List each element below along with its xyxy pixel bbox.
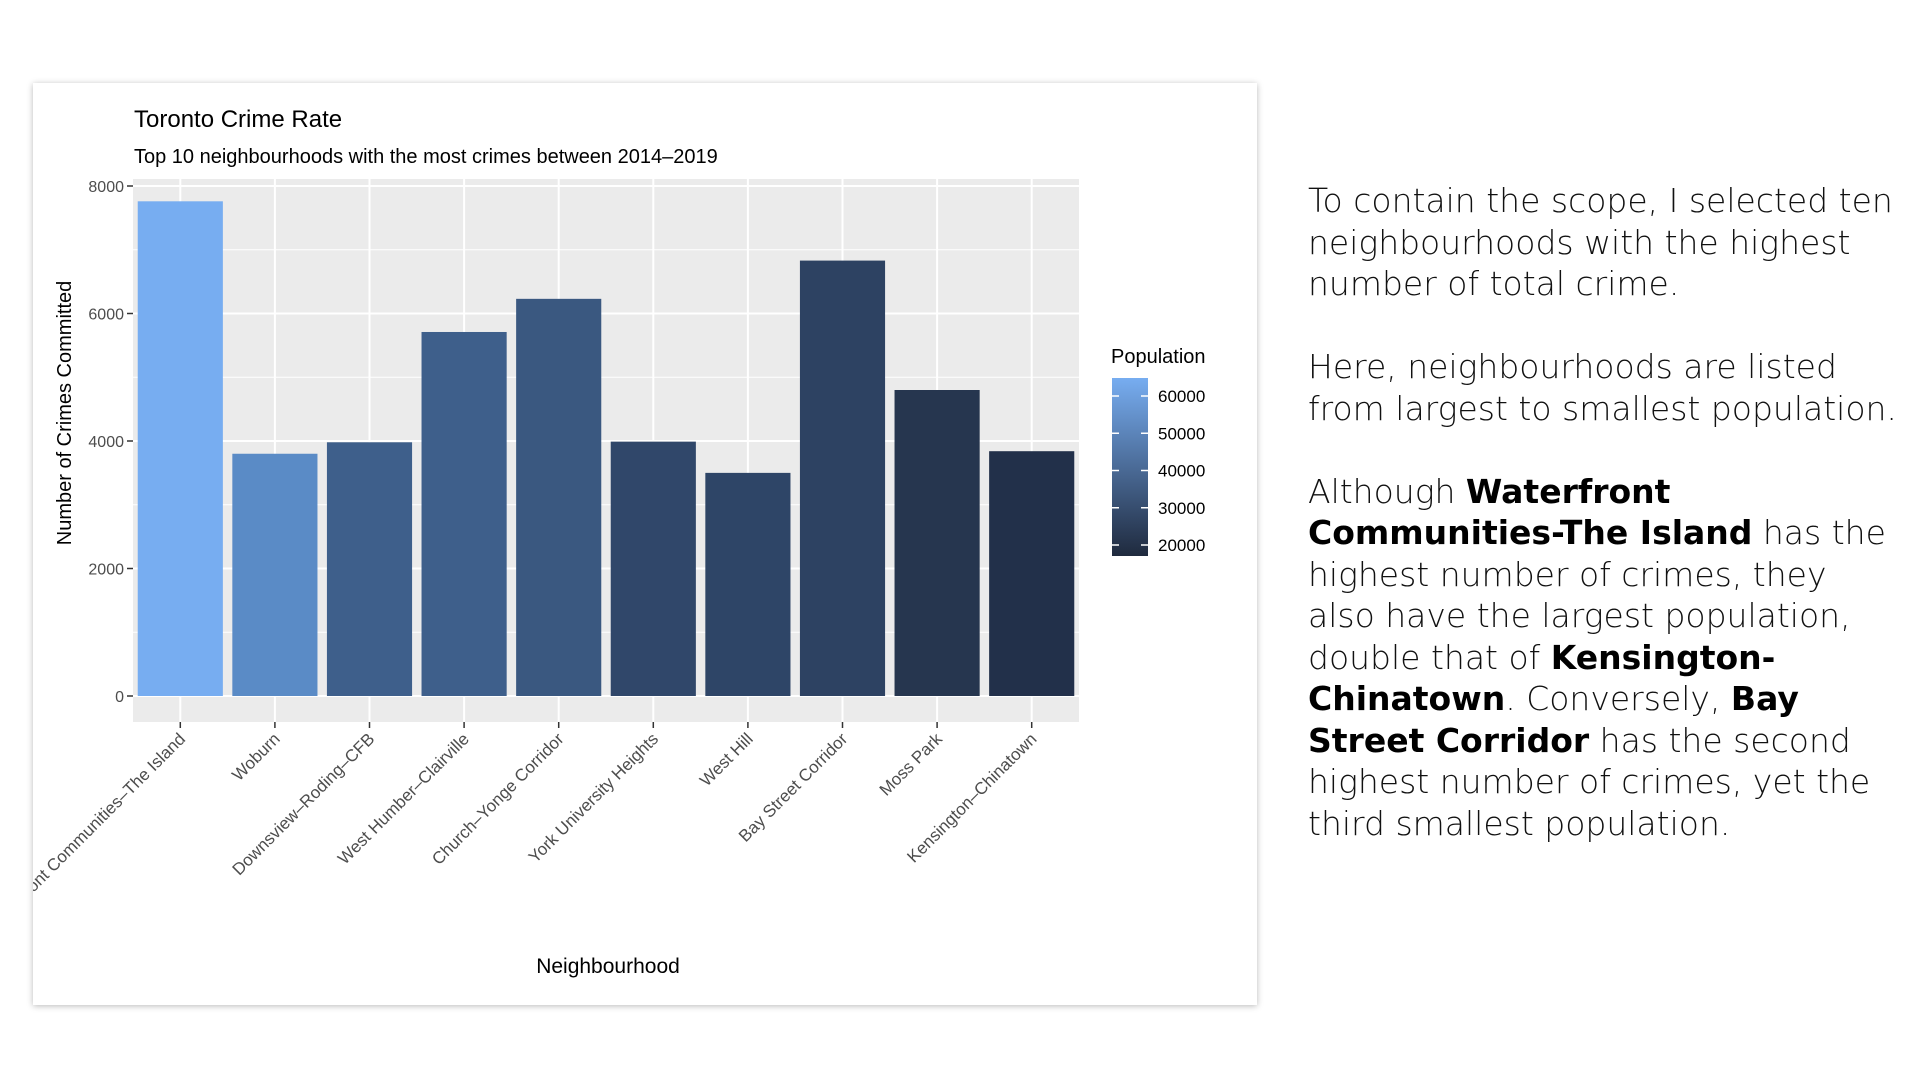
bar (894, 390, 980, 696)
bar (326, 442, 413, 696)
legend-colorbar (1112, 378, 1148, 556)
text-run: Although (1308, 471, 1466, 511)
bar (705, 472, 791, 696)
highlight-waterfront: Waterfront Communities-The Island (1308, 471, 1753, 553)
commentary-paragraph-1: To contain the scope, I selected ten nei… (1308, 181, 1893, 303)
commentary-text: To contain the scope, I selected ten nei… (1308, 180, 1898, 886)
y-tick-label: 0 (115, 689, 124, 706)
y-axis-label: Number of Crimes Committed (54, 281, 76, 546)
chart-subtitle: Top 10 neighbourhoods with the most crim… (134, 146, 718, 168)
text-run: . Conversely, (1505, 679, 1731, 718)
chart-card: Toronto Crime Rate Top 10 neighbourhoods… (33, 83, 1257, 1005)
x-axis-label: Neighbourhood (536, 955, 680, 978)
legend-label: 30000 (1158, 499, 1205, 518)
bar-chart: Toronto Crime Rate Top 10 neighbourhoods… (33, 106, 1206, 978)
commentary-paragraph-2: Here, neighbourhoods are listed from lar… (1308, 347, 1897, 428)
text-run: has the second highest number of crimes,… (1308, 720, 1871, 843)
legend: Population 60000 50000 40000 30000 20000 (1111, 346, 1206, 556)
bar (421, 331, 507, 696)
x-tick-label: Moss Park (876, 729, 947, 800)
legend-label: 60000 (1158, 387, 1205, 406)
y-tick-label: 2000 (88, 562, 124, 579)
y-tick-label: 8000 (88, 179, 124, 196)
x-tick-label: Waterfront Communities–The Island (33, 729, 189, 934)
highlight-bay-street: Bay Street Corridor (1308, 679, 1799, 760)
x-tick-label: Woburn (228, 729, 283, 784)
highlight-kensington: Kensington-Chinatown (1308, 637, 1776, 719)
bar (516, 298, 602, 696)
bar (989, 451, 1075, 696)
legend-label: 40000 (1158, 462, 1205, 481)
chart-title: Toronto Crime Rate (134, 106, 342, 133)
y-tick-label: 6000 (88, 307, 124, 324)
y-tick-label: 4000 (88, 434, 124, 451)
x-tick-label: West Hill (696, 729, 757, 790)
bars (137, 201, 1075, 697)
text-run: has the highest number of crimes, they a… (1308, 513, 1886, 677)
legend-label: 20000 (1158, 536, 1205, 555)
legend-label: 50000 (1158, 424, 1205, 443)
bar (137, 201, 223, 697)
commentary-paragraph-3: Although Waterfront Communities-The Isla… (1308, 471, 1898, 845)
bar (610, 441, 696, 696)
legend-title: Population (1111, 346, 1206, 368)
bar (232, 453, 318, 696)
bar (799, 260, 886, 696)
